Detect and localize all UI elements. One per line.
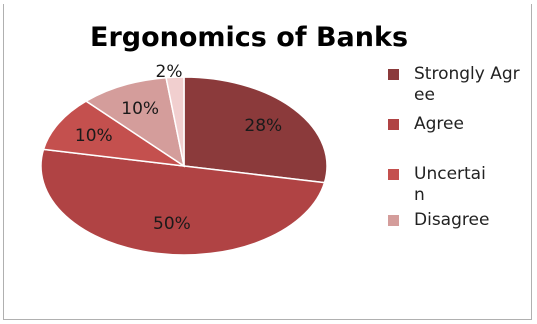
legend-label: Strongly Agree (414, 64, 520, 105)
legend-swatch (388, 215, 399, 226)
legend-label: Agree (414, 114, 464, 134)
legend-swatch (388, 69, 399, 80)
pie-slice-agree (40, 148, 326, 256)
data-label-agree: 50% (153, 214, 191, 234)
data-label-strongly-agree: 28% (244, 116, 282, 136)
data-label-disagree: 10% (121, 99, 159, 119)
pie-slice-disagree (84, 76, 186, 168)
data-label-uncertain: 10% (75, 126, 113, 146)
data-label-strongly-disagree: 2% (156, 62, 183, 82)
legend-label: Uncertai n (414, 164, 486, 205)
chart-frame (3, 4, 532, 320)
pie-slice-strongly-agree (183, 76, 328, 184)
legend-swatch (388, 169, 399, 180)
legend-swatch (388, 119, 399, 130)
pie-slice-strongly-disagree (165, 76, 185, 167)
legend-label: Disagree (414, 210, 490, 230)
chart-title: Ergonomics of Banks (90, 22, 409, 53)
pie-slice-uncertain (42, 100, 185, 167)
